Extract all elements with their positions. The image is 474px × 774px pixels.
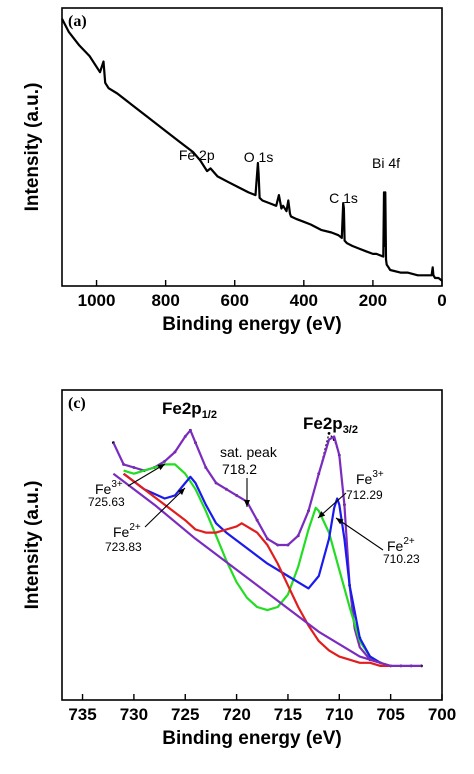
x-tick-label: 705: [376, 705, 404, 724]
x-tick-label: 735: [68, 705, 96, 724]
panel-a-annotations: Fe 2p O 1s C 1s Bi 4f: [179, 147, 400, 206]
peak-value: 710.23: [383, 552, 420, 566]
peak-label: Fe3+: [356, 469, 384, 487]
series-line-3: [122, 472, 381, 664]
x-tick-label: 715: [274, 705, 302, 724]
panel-c-x-axis-title: Binding energy (eV): [162, 728, 341, 749]
peak-label: Fe2p1/2: [162, 399, 217, 421]
peak-label: C 1s: [329, 190, 358, 206]
x-tick-label: 730: [120, 705, 148, 724]
peak-value: 725.63: [88, 495, 125, 509]
panel-c-x-ticks: 735 730 725 720 715 710 705 700: [68, 694, 456, 724]
peak-label: Fe2p3/2: [303, 414, 358, 436]
peak-value: 712.29: [346, 488, 383, 502]
annotation-arrowhead: [157, 464, 165, 471]
panel-c-frame: [61, 389, 443, 701]
panel-c-y-axis-title: Intensity (a.u.): [22, 481, 43, 610]
data-point: [327, 432, 331, 435]
panel-a-x-ticks: 1000 800 600 400 200 0: [78, 280, 447, 310]
peak-label: Bi 4f: [372, 155, 400, 171]
peak-label: O 1s: [244, 149, 274, 165]
annotation-arrow: [335, 517, 384, 551]
x-tick-label: 1000: [78, 291, 116, 310]
panel-c: (c) 735 730 725 720 715 710 705 700 Fe2p1/2 Fe2p…: [22, 389, 456, 749]
panel-c-label: (c): [68, 395, 86, 412]
annotation-arrowhead: [244, 500, 250, 507]
series-line-4: [122, 472, 391, 667]
peak-label: Fe 2p: [179, 147, 215, 163]
panel-a-label: (a): [68, 13, 87, 30]
panel-a-series: [61, 18, 443, 282]
peak-value: 723.83: [105, 540, 142, 554]
x-tick-label: 400: [290, 291, 318, 310]
x-tick-label: 720: [222, 705, 250, 724]
panel-a-x-axis-title: Binding energy (eV): [162, 314, 341, 335]
annotation-arrowhead: [336, 518, 344, 525]
panel-a-frame: [61, 7, 443, 287]
x-tick-label: 600: [221, 291, 249, 310]
series-line-5: [112, 472, 391, 667]
panel-c-series: [111, 428, 423, 668]
series-line-2: [123, 463, 391, 667]
x-tick-label: 710: [325, 705, 353, 724]
peak-label: Fe3+: [95, 479, 123, 497]
annotation-arrowhead: [177, 488, 185, 496]
annotation-arrow: [127, 463, 166, 487]
x-tick-label: 800: [151, 291, 179, 310]
sat-peak-value: 718.2: [222, 461, 257, 477]
peak-label: Fe2+: [387, 536, 415, 554]
series-line-1: [112, 429, 422, 667]
x-tick-label: 200: [359, 291, 387, 310]
series-line-0: [61, 18, 443, 282]
x-tick-label: 0: [437, 291, 446, 310]
x-tick-label: 725: [171, 705, 199, 724]
sat-peak-label: sat. peak: [220, 444, 278, 460]
panel-a: (a) 1000 800 600 400 200 0 Fe 2p O 1s C 1s Bi 4f…: [22, 7, 447, 335]
x-tick-label: 700: [428, 705, 456, 724]
annotation-arrowhead: [318, 511, 326, 518]
panel-a-y-axis-title: Intensity (a.u.): [22, 83, 43, 212]
peak-label: Fe2+: [113, 522, 141, 540]
annotation-arrow: [144, 487, 186, 528]
